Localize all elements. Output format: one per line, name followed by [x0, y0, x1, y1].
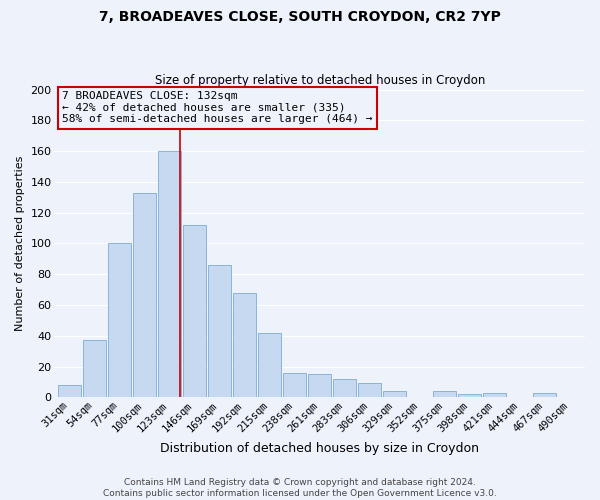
- Bar: [333, 379, 356, 398]
- Bar: [308, 374, 331, 398]
- Bar: [133, 192, 156, 398]
- Bar: [258, 332, 281, 398]
- Bar: [183, 225, 206, 398]
- Text: 7 BROADEAVES CLOSE: 132sqm
← 42% of detached houses are smaller (335)
58% of sem: 7 BROADEAVES CLOSE: 132sqm ← 42% of deta…: [62, 91, 373, 124]
- Bar: [158, 151, 181, 398]
- Bar: [108, 244, 131, 398]
- Y-axis label: Number of detached properties: Number of detached properties: [15, 156, 25, 331]
- Bar: [233, 292, 256, 398]
- Bar: [484, 392, 506, 398]
- Bar: [283, 372, 306, 398]
- Text: 7, BROADEAVES CLOSE, SOUTH CROYDON, CR2 7YP: 7, BROADEAVES CLOSE, SOUTH CROYDON, CR2 …: [99, 10, 501, 24]
- Bar: [383, 391, 406, 398]
- X-axis label: Distribution of detached houses by size in Croydon: Distribution of detached houses by size …: [160, 442, 479, 455]
- Bar: [458, 394, 481, 398]
- Title: Size of property relative to detached houses in Croydon: Size of property relative to detached ho…: [155, 74, 485, 87]
- Bar: [433, 391, 457, 398]
- Bar: [58, 385, 81, 398]
- Bar: [208, 265, 231, 398]
- Text: Contains HM Land Registry data © Crown copyright and database right 2024.
Contai: Contains HM Land Registry data © Crown c…: [103, 478, 497, 498]
- Bar: [83, 340, 106, 398]
- Bar: [358, 384, 381, 398]
- Bar: [533, 392, 556, 398]
